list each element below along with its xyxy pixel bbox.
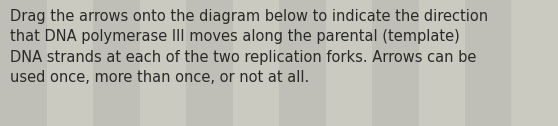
Bar bbox=[465, 0, 512, 126]
Bar bbox=[512, 0, 558, 126]
Text: Drag the arrows onto the diagram below to indicate the direction
that DNA polyme: Drag the arrows onto the diagram below t… bbox=[10, 9, 488, 85]
Bar bbox=[93, 0, 140, 126]
Bar bbox=[325, 0, 372, 126]
Bar bbox=[372, 0, 418, 126]
Bar bbox=[279, 0, 325, 126]
Bar bbox=[233, 0, 279, 126]
Bar bbox=[418, 0, 465, 126]
Bar bbox=[140, 0, 186, 126]
Bar bbox=[186, 0, 233, 126]
Bar bbox=[46, 0, 93, 126]
Bar bbox=[0, 0, 46, 126]
